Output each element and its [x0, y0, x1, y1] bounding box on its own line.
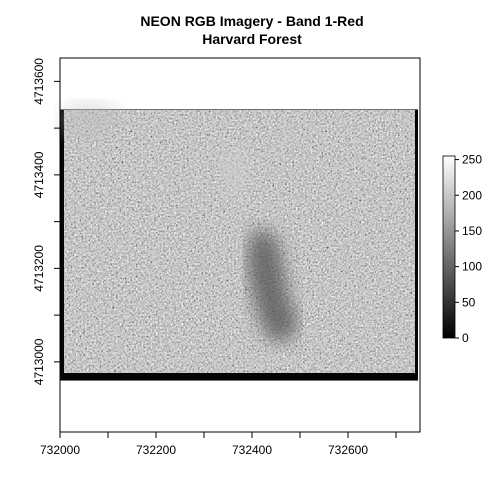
raster-bright-patch — [222, 146, 250, 199]
x-tick-label: 732000 — [40, 443, 80, 457]
y-tick-label: 4713600 — [32, 58, 46, 105]
colorbar-tick-label: 250 — [462, 153, 482, 167]
y-tick-label: 4713000 — [32, 338, 46, 385]
chart-subtitle: Harvard Forest — [202, 31, 302, 47]
colorbar-tick-label: 50 — [462, 295, 476, 309]
raster-clearing — [247, 229, 298, 342]
y-tick-label: 4713200 — [32, 245, 46, 292]
x-tick-label: 732400 — [232, 443, 272, 457]
y-axis: 4713000 4713200 4713400 4713600 — [32, 58, 61, 385]
colorbar: 0 50 100 150 200 250 — [442, 153, 482, 345]
colorbar-tick-label: 150 — [462, 224, 482, 238]
x-tick-label: 732200 — [136, 443, 176, 457]
colorbar-gradient — [442, 155, 456, 339]
raster-image — [60, 102, 418, 381]
x-axis: 732000 732200 732400 732600 — [40, 431, 397, 457]
colorbar-tick-label: 100 — [462, 260, 482, 274]
colorbar-tick-label: 0 — [462, 331, 469, 345]
colorbar-tick-label: 200 — [462, 188, 482, 202]
raster-bright-corner — [60, 102, 120, 139]
chart-title: NEON RGB Imagery - Band 1-Red — [140, 13, 364, 29]
x-tick-label: 732600 — [328, 443, 368, 457]
y-tick-label: 4713400 — [32, 151, 46, 198]
